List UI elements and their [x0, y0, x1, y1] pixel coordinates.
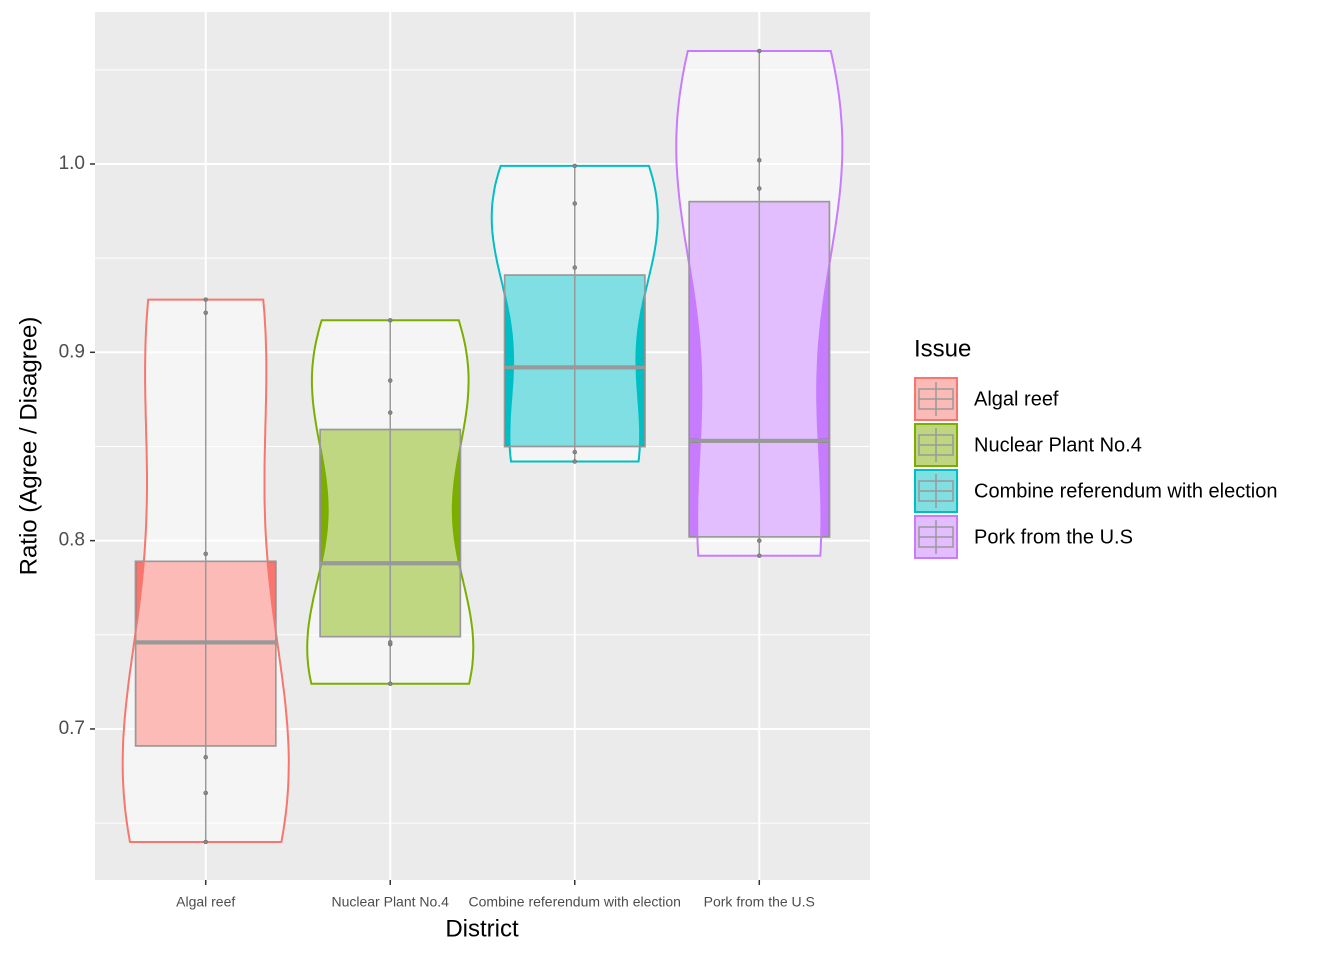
point: [757, 48, 762, 54]
point: [572, 201, 578, 206]
y-tick-label: 0.7: [59, 718, 85, 739]
point: [572, 163, 578, 169]
legend-title: Issue: [914, 335, 971, 362]
x-tick-label: Combine referendum with election: [469, 894, 681, 910]
x-tick-label: Nuclear Plant No.4: [331, 894, 449, 910]
point: [757, 186, 762, 191]
point: [203, 790, 208, 796]
point: [572, 449, 578, 455]
point: [572, 265, 578, 270]
point: [203, 297, 208, 302]
legend-label: Combine referendum with election: [974, 480, 1278, 502]
legend-label: Nuclear Plant No.4: [974, 434, 1142, 456]
x-axis-title: District: [445, 915, 519, 942]
y-axis-title: Ratio (Agree / Disagree): [15, 317, 42, 576]
point: [203, 310, 208, 316]
point: [203, 551, 208, 557]
point: [203, 839, 208, 845]
y-tick-label: 1.0: [59, 153, 85, 174]
x-tick-label: Algal reef: [176, 894, 235, 910]
point: [572, 459, 578, 464]
y-tick-label: 0.9: [59, 341, 85, 362]
legend-label: Pork from the U.S: [974, 526, 1133, 548]
point: [387, 681, 393, 687]
point: [203, 754, 208, 760]
point: [757, 553, 762, 558]
point: [387, 318, 393, 323]
point: [387, 640, 393, 645]
point: [757, 538, 762, 543]
x-tick-label: Pork from the U.S: [704, 894, 815, 910]
y-tick-label: 0.8: [59, 530, 85, 551]
point: [387, 410, 393, 415]
point: [757, 157, 762, 163]
point: [387, 378, 393, 383]
legend-label: Algal reef: [974, 388, 1059, 410]
